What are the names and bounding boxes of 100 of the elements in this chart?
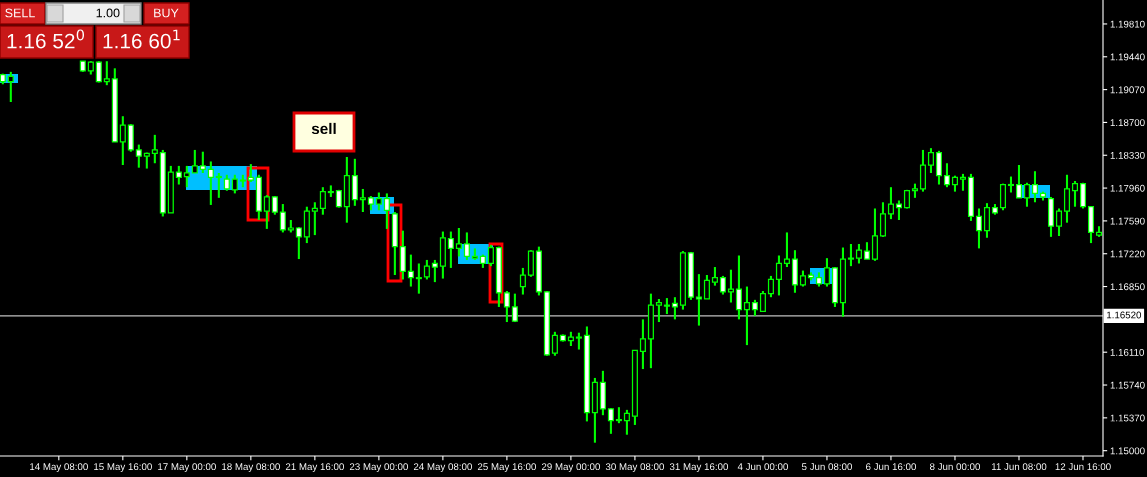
ref-line-label: 1.16520 [1107, 311, 1142, 319]
candlestick [695, 273, 702, 327]
x-tick-label: 4 Jun 00:00 [737, 463, 788, 471]
candlestick [511, 292, 518, 324]
candlestick [519, 266, 526, 296]
candlestick [183, 164, 190, 189]
candlestick [431, 258, 438, 284]
annotation: BUY [154, 8, 179, 18]
candlestick [879, 201, 886, 238]
candlestick [119, 115, 126, 167]
candlestick [463, 231, 470, 261]
x-tick-label: 12 Jun 16:00 [1055, 463, 1111, 471]
candlestick [823, 257, 830, 288]
candlestick [1079, 181, 1087, 210]
candlestick [135, 143, 142, 169]
candlestick [919, 148, 926, 193]
candlestick [743, 285, 750, 347]
candlestick [767, 274, 774, 299]
candlestick [207, 160, 214, 206]
y-tick-label: 1.18700 [1110, 119, 1145, 127]
candlestick [775, 254, 782, 297]
candlestick [319, 186, 326, 216]
candlestick [215, 171, 222, 199]
y-tick-label: 1.16850 [1110, 283, 1145, 291]
candlestick [423, 258, 430, 281]
y-tick-label: 1.15000 [1110, 447, 1145, 455]
candlestick [175, 164, 182, 186]
candlestick [415, 262, 422, 295]
x-tick-label: 30 May 08:00 [605, 463, 664, 473]
candlestick [719, 274, 726, 296]
candlestick [703, 273, 710, 301]
candlestick [7, 70, 14, 104]
annotation: 1.00 [96, 8, 120, 18]
y-tick-label: 1.19440 [1110, 53, 1145, 61]
x-tick-label: 25 May 16:00 [477, 463, 536, 473]
y-tick-label: 1.17960 [1110, 184, 1145, 192]
candlestick [895, 199, 902, 222]
annotation: SELL [5, 8, 35, 18]
x-tick-label: 23 May 00:00 [349, 463, 408, 473]
y-tick-label: 1.15370 [1110, 414, 1145, 422]
candlestick [103, 60, 110, 87]
candlestick [855, 242, 862, 265]
candlestick [351, 157, 358, 207]
y-tick-label: 1.16110 [1110, 348, 1144, 356]
candlestick [191, 148, 198, 175]
y-tick-label: 1.15740 [1110, 381, 1145, 389]
x-tick-label: 14 May 08:00 [30, 463, 88, 473]
candlestick [759, 289, 766, 313]
x-tick-label: 31 May 16:00 [669, 463, 729, 473]
candlestick [927, 147, 934, 175]
annotation: 1.16 60$^{1}$ [103, 29, 180, 49]
candlestick [935, 149, 942, 186]
candlestick [943, 162, 950, 189]
x-tick-label: 11 Jun 08:00 [991, 463, 1047, 471]
annotation: sell [311, 122, 336, 135]
candlestick [623, 408, 630, 436]
candlestick [607, 407, 614, 435]
candlestick [655, 297, 662, 324]
y-tick-label: 1.19070 [1110, 86, 1145, 94]
candlestick [711, 266, 718, 287]
candlestick [975, 207, 983, 250]
candlestick [871, 207, 878, 262]
candlestick [983, 202, 991, 239]
candlestick [151, 133, 158, 165]
x-tick-label: 15 May 16:00 [94, 463, 152, 473]
candlestick [1071, 179, 1079, 208]
candlestick [1031, 170, 1039, 204]
candlestick [1015, 163, 1023, 199]
candlestick [263, 194, 270, 230]
y-tick-label: 1.17590 [1110, 217, 1145, 225]
y-tick-label: 1.17220 [1110, 250, 1145, 258]
candlestick [671, 296, 678, 321]
candlestick [847, 242, 854, 268]
candlestick [735, 254, 742, 321]
x-tick-label: 29 May 00:00 [541, 463, 600, 473]
y-tick-label: 1.18330 [1110, 151, 1145, 159]
candlestick [503, 289, 510, 324]
annotation: 1.16 52$^{0}$ [7, 29, 85, 49]
candlestick [487, 243, 494, 268]
x-tick-label: 17 May 00:00 [158, 463, 216, 473]
candlestick [231, 173, 238, 195]
candlestick [551, 330, 558, 357]
candlestick [455, 226, 462, 258]
candlestick [727, 268, 734, 304]
candlestick [1023, 181, 1031, 208]
y-tick-label: 1.19810 [1110, 20, 1145, 28]
x-tick-label: 21 May 16:00 [285, 463, 344, 473]
candlestick [639, 318, 646, 371]
candlestick [783, 231, 790, 269]
candlestick [279, 203, 286, 234]
candlestick [271, 195, 278, 216]
x-tick-label: 24 May 08:00 [413, 463, 472, 473]
candlestick [199, 150, 206, 175]
x-tick-label: 6 Jun 16:00 [866, 463, 916, 471]
candlestick [95, 60, 102, 84]
candlestick [407, 253, 414, 288]
candlestick [295, 226, 302, 261]
candlestick [887, 186, 894, 221]
candlestick [999, 182, 1007, 212]
candlestick [383, 192, 390, 230]
